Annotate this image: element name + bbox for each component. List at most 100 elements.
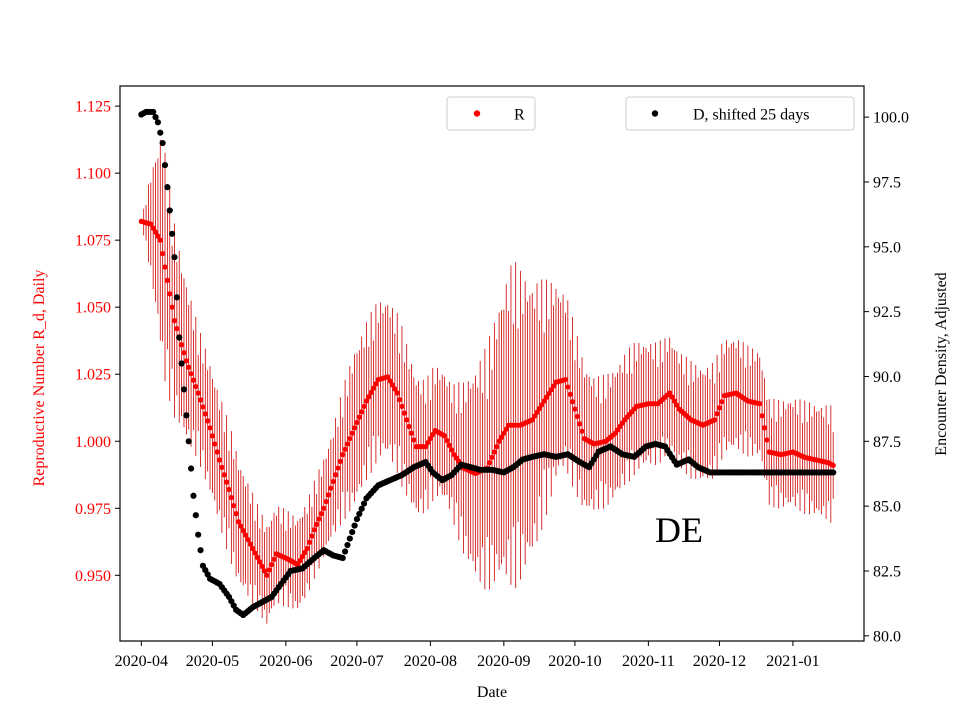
r-point — [193, 383, 199, 390]
r-point — [266, 567, 272, 573]
r-point — [231, 503, 237, 509]
d-point — [341, 548, 349, 555]
r-point — [567, 391, 573, 397]
x-axis: 2020-04 2020-05 2020-06 2020-07 2020-08 2020-… — [115, 641, 820, 670]
r-point — [226, 486, 232, 493]
r-point — [314, 521, 320, 527]
r-point — [162, 264, 168, 270]
r-point — [757, 401, 763, 407]
r-point — [539, 402, 545, 408]
r-point — [408, 430, 415, 436]
r-point — [714, 411, 720, 417]
r-point — [242, 532, 249, 538]
r-point — [269, 561, 275, 568]
r-point — [238, 523, 244, 529]
r-point — [764, 437, 770, 443]
r-point — [328, 485, 334, 491]
r-point — [171, 318, 178, 324]
r-point — [261, 568, 268, 574]
r-point — [164, 277, 170, 283]
legend-r: R — [446, 96, 536, 131]
r-point — [719, 399, 725, 405]
y-right-tick-label: 97.5 — [873, 174, 901, 191]
r-point — [385, 374, 391, 380]
r-point — [494, 444, 500, 450]
d-point — [169, 230, 176, 237]
r-point — [264, 572, 270, 578]
r-point — [373, 381, 379, 387]
r-point — [354, 419, 360, 426]
r-point — [160, 250, 166, 257]
r-point — [569, 399, 576, 405]
r-point — [330, 478, 336, 485]
x-tick-label: 2020-05 — [186, 653, 239, 670]
r-point — [446, 442, 452, 448]
r-point — [368, 389, 374, 396]
r-point — [202, 411, 208, 417]
d-series — [138, 108, 837, 619]
country-annotation: DE — [655, 510, 703, 550]
d-point — [346, 535, 353, 542]
r-point — [498, 434, 505, 440]
legend-r-marker — [473, 110, 481, 117]
r-point — [212, 441, 218, 447]
y-right-tick-label: 100.0 — [873, 110, 909, 127]
r-point — [190, 377, 197, 383]
r-point — [351, 425, 358, 431]
d-point — [159, 139, 166, 147]
r-point — [250, 545, 256, 552]
r-point — [325, 492, 332, 498]
r-point — [344, 441, 351, 447]
r-point — [671, 398, 678, 404]
r-point — [247, 541, 253, 547]
y-axis-right-label: Encounter Density, Adjusted — [933, 272, 950, 455]
d-point — [173, 294, 180, 301]
r-point — [411, 437, 417, 443]
r-point — [235, 519, 242, 525]
r-point — [181, 350, 187, 356]
y-left-tick-label: 1.075 — [75, 233, 111, 250]
r-point — [209, 433, 216, 439]
r-point — [148, 221, 154, 227]
r-point — [501, 430, 507, 436]
r-point — [399, 403, 405, 409]
d-point — [190, 492, 197, 499]
r-point — [442, 433, 448, 439]
r-point — [207, 425, 213, 431]
r-point — [152, 229, 159, 235]
r-point — [444, 437, 450, 444]
r-point — [574, 413, 580, 420]
r-point — [487, 460, 493, 466]
r-point — [370, 385, 377, 391]
r-point — [150, 225, 156, 231]
d-point — [339, 554, 346, 562]
r-point — [219, 464, 225, 470]
r-point — [425, 439, 431, 446]
d-point — [195, 531, 202, 538]
y-right-tick-label: 92.5 — [873, 304, 901, 321]
r-point — [259, 563, 265, 569]
r-series — [138, 218, 836, 578]
r-point — [302, 549, 308, 556]
y-left-tick-label: 1.100 — [75, 166, 111, 183]
x-tick-label: 2020-08 — [404, 653, 457, 670]
y-left-tick-label: 1.050 — [75, 300, 111, 317]
r-point — [257, 559, 263, 565]
r-point — [174, 326, 180, 332]
y-right-tick-label: 82.5 — [873, 563, 901, 580]
r-point — [532, 413, 538, 419]
r-point — [186, 364, 192, 370]
y-left-tick-label: 0.950 — [75, 568, 111, 585]
r-point — [252, 550, 258, 556]
y-right-tick-label: 80.0 — [873, 628, 901, 645]
r-point — [359, 409, 365, 415]
d-point — [344, 541, 351, 549]
r-point — [404, 417, 410, 423]
d-point — [197, 547, 204, 554]
r-point — [577, 421, 583, 427]
r-point — [297, 557, 303, 564]
r-point — [430, 431, 436, 438]
r-point — [340, 452, 346, 458]
d-point — [166, 207, 173, 214]
r-point — [529, 417, 535, 423]
